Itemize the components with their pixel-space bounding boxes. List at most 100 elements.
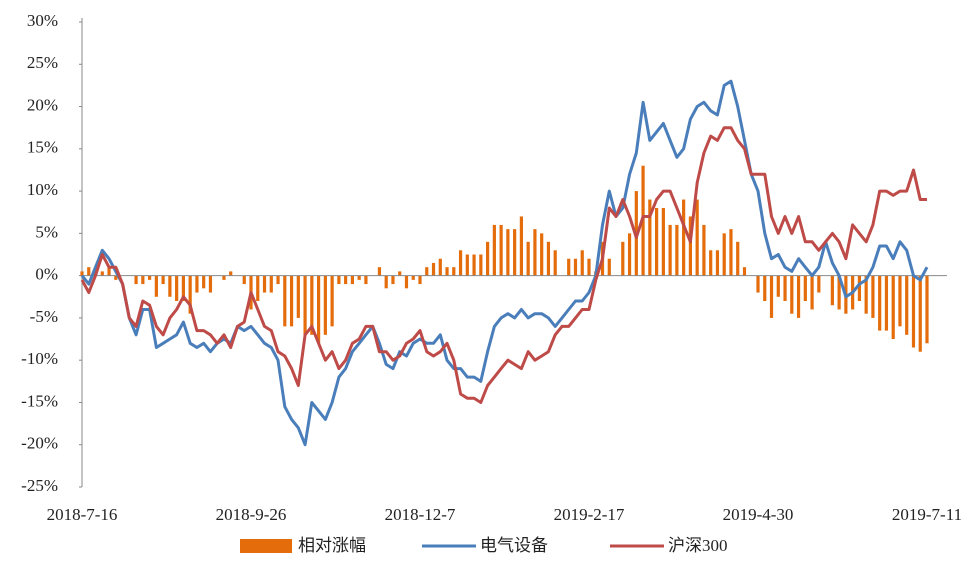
bar <box>499 224 503 276</box>
y-tick-label: 10% <box>27 180 58 199</box>
bar <box>553 250 557 276</box>
x-tick-label: 2019-2-17 <box>554 505 625 524</box>
bar <box>729 229 733 276</box>
bar <box>898 275 902 327</box>
bar <box>134 275 138 285</box>
bar <box>181 275 185 301</box>
y-tick-label: -10% <box>21 349 58 368</box>
bar <box>756 275 760 293</box>
bar <box>567 258 571 276</box>
bar <box>283 275 287 327</box>
bar <box>269 275 273 293</box>
bar <box>627 233 632 276</box>
bar <box>884 275 889 331</box>
bar <box>323 275 327 335</box>
bar <box>465 254 469 276</box>
y-tick-label: -25% <box>21 476 58 495</box>
bar <box>175 275 179 301</box>
bar <box>452 267 456 276</box>
bar <box>195 275 199 293</box>
x-tick-label: 2018-12-7 <box>385 505 456 524</box>
bar <box>202 275 206 289</box>
y-tick-label: -15% <box>21 391 58 410</box>
y-tick-label: 20% <box>27 95 58 114</box>
bar <box>377 267 382 276</box>
bar <box>648 199 652 276</box>
bar <box>533 229 537 276</box>
bar <box>742 267 747 276</box>
x-tick-label: 2019-7-11 <box>892 505 962 524</box>
bar <box>364 275 368 285</box>
bar <box>229 271 233 276</box>
bar <box>796 275 801 318</box>
bar <box>519 216 523 276</box>
bar <box>837 275 841 310</box>
bar <box>580 250 584 276</box>
bar <box>242 275 246 285</box>
x-tick-label: 2018-9-26 <box>216 505 287 524</box>
bar <box>573 258 578 276</box>
bar <box>736 241 740 276</box>
bar <box>709 250 713 276</box>
bar <box>418 275 422 285</box>
bar <box>161 275 165 285</box>
bar <box>276 275 280 285</box>
bar <box>330 275 334 327</box>
bar <box>526 241 530 276</box>
bar <box>87 267 91 276</box>
bar <box>715 250 720 276</box>
bar <box>188 275 192 314</box>
bar <box>546 241 551 276</box>
bar <box>688 216 692 276</box>
x-tick-label: 2018-7-16 <box>47 505 118 524</box>
bar <box>857 275 861 301</box>
bar <box>918 275 922 352</box>
bar <box>208 275 213 293</box>
bar <box>655 208 659 276</box>
line <box>80 126 927 404</box>
bar <box>445 267 449 276</box>
bar <box>472 254 476 276</box>
bar <box>621 241 625 276</box>
legend-label: 沪深300 <box>668 536 728 555</box>
bar <box>100 271 104 276</box>
bar <box>425 267 429 276</box>
bar <box>141 275 145 285</box>
bar <box>817 275 821 293</box>
bar <box>607 258 611 276</box>
bar <box>776 275 780 297</box>
bar <box>864 275 868 314</box>
y-tick-label: 0% <box>35 265 58 284</box>
bar <box>695 199 699 276</box>
bar <box>262 275 267 293</box>
bar <box>702 224 706 276</box>
bar <box>763 275 767 301</box>
bar <box>668 224 672 276</box>
bar <box>830 275 834 306</box>
bar <box>154 275 158 297</box>
bar <box>391 275 395 285</box>
bar <box>256 275 260 301</box>
bar <box>891 275 895 340</box>
bar <box>107 267 111 276</box>
legend-label: 相对涨幅 <box>298 536 366 555</box>
bar <box>317 275 321 344</box>
y-tick-label: 25% <box>27 53 58 72</box>
bar <box>911 275 916 348</box>
bar <box>810 275 814 310</box>
bar <box>587 258 591 276</box>
bar <box>310 275 314 335</box>
bar <box>492 224 496 276</box>
y-tick-label: 15% <box>27 138 58 157</box>
bar <box>661 208 665 276</box>
bar <box>357 275 361 280</box>
legend-swatch <box>240 539 292 553</box>
bar <box>404 275 409 289</box>
legend-label: 电气设备 <box>480 536 548 555</box>
y-tick-label: -5% <box>30 307 58 326</box>
bar <box>344 275 348 285</box>
bar <box>114 275 118 280</box>
bar <box>905 275 909 335</box>
bar <box>384 275 388 289</box>
bar <box>925 275 929 344</box>
